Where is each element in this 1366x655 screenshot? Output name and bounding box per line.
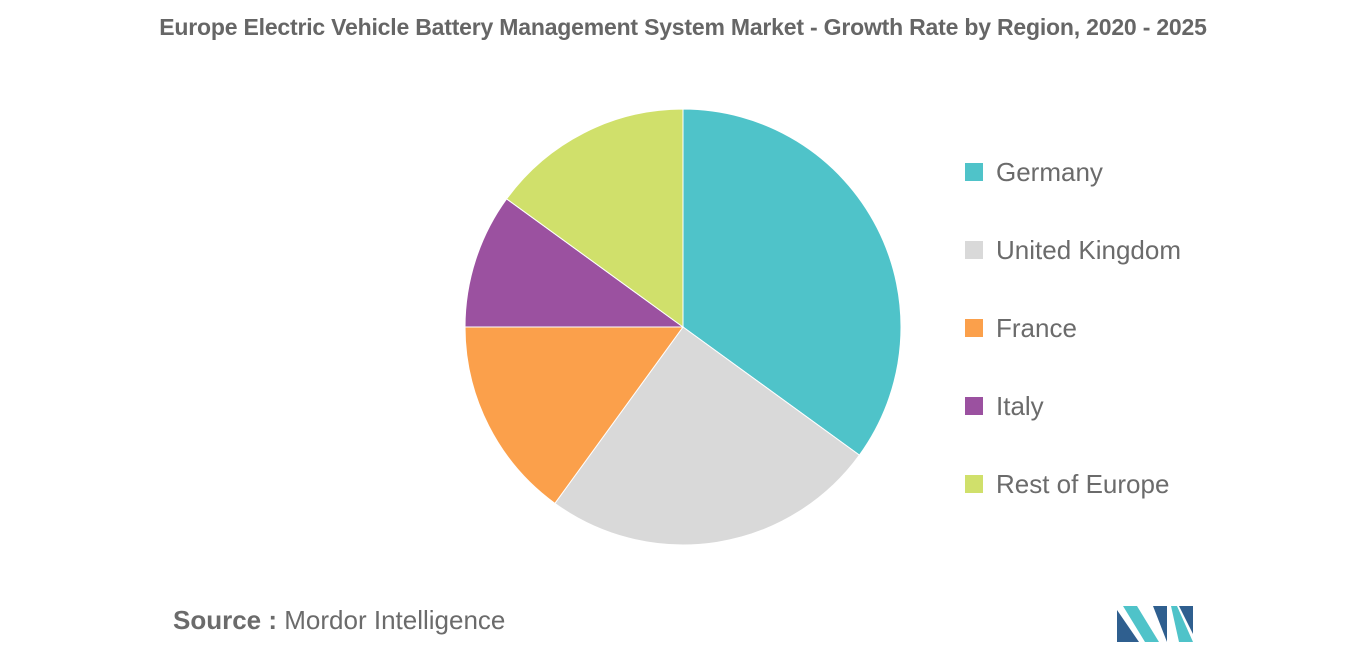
legend-label-rest-of-europe: Rest of Europe — [996, 468, 1170, 499]
pie-slice-germany — [682, 108, 902, 456]
legend-swatch-germany — [965, 163, 983, 181]
legend-item-united-kingdom: United Kingdom — [965, 230, 1181, 270]
source-text: Mordor Intelligence — [284, 605, 506, 635]
pie-slice-france — [464, 326, 684, 505]
legend-label-united-kingdom: United Kingdom — [996, 234, 1181, 265]
legend-swatch-france — [965, 319, 983, 337]
legend-item-rest-of-europe: Rest of Europe — [965, 464, 1181, 504]
chart-title: Europe Electric Vehicle Battery Manageme… — [159, 14, 1207, 40]
legend-item-germany: Germany — [965, 152, 1181, 192]
logo-shape-right-b — [1179, 606, 1193, 634]
pie-slice-united-kingdom — [554, 326, 861, 546]
legend-label-germany: Germany — [996, 156, 1103, 187]
mordor-intelligence-logo-icon — [1117, 606, 1193, 642]
logo-shape-mid-a — [1123, 606, 1159, 642]
pie-slice-rest-of-europe — [505, 108, 684, 328]
logo-shape-left — [1117, 610, 1139, 642]
legend-swatch-italy — [965, 397, 983, 415]
source-note: Source : Mordor Intelligence — [173, 605, 505, 636]
legend-swatch-rest-of-europe — [965, 475, 983, 493]
source-label: Source : — [173, 605, 278, 635]
logo-shape-right-a — [1171, 606, 1193, 642]
pie-slice-italy — [464, 198, 685, 328]
chart-legend: Germany United Kingdom France Italy Rest of … — [965, 152, 1181, 542]
logo-shape-mid-b — [1153, 606, 1167, 642]
legend-item-france: France — [965, 308, 1181, 348]
legend-item-italy: Italy — [965, 386, 1181, 426]
legend-swatch-united-kingdom — [965, 241, 983, 259]
legend-label-italy: Italy — [996, 390, 1044, 421]
legend-label-france: France — [996, 312, 1077, 343]
